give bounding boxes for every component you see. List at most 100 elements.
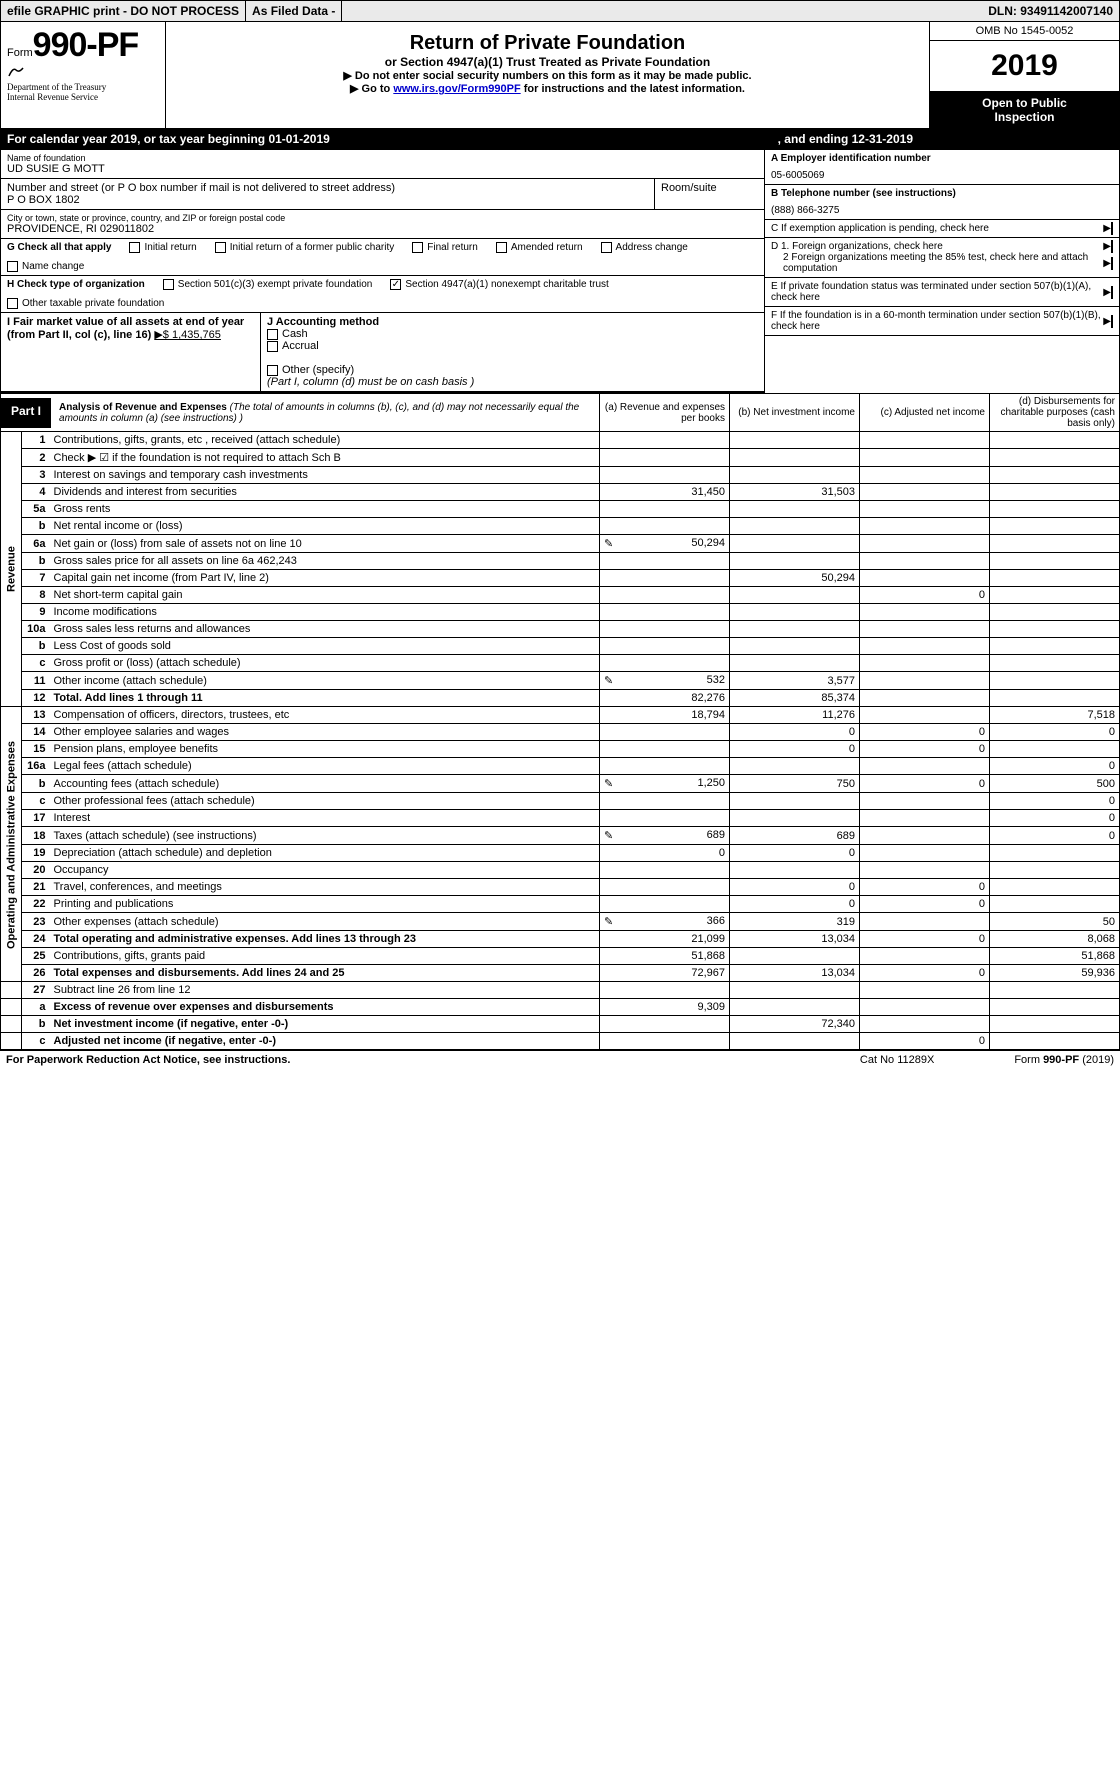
amount-cell: ✎50,294	[600, 535, 730, 553]
amount-cell	[990, 1033, 1120, 1050]
chk-cash[interactable]	[267, 329, 278, 340]
amount-cell	[990, 690, 1120, 707]
amount-cell	[600, 621, 730, 638]
amount-cell: 0	[730, 879, 860, 896]
instr-no-ssn: ▶ Do not enter social security numbers o…	[174, 69, 921, 82]
amount-cell	[860, 621, 990, 638]
line-number: 17	[22, 810, 50, 827]
top-bar: efile GRAPHIC print - DO NOT PROCESS As …	[0, 0, 1120, 22]
amount-cell	[600, 793, 730, 810]
amount-cell	[860, 793, 990, 810]
amount-cell: 7,518	[990, 707, 1120, 724]
line-number: 7	[22, 570, 50, 587]
line-description: Interest on savings and temporary cash i…	[50, 467, 600, 484]
amount-cell	[990, 535, 1120, 553]
chk-d1[interactable]	[1111, 240, 1113, 253]
line-number: 16a	[22, 758, 50, 775]
amount-cell	[730, 467, 860, 484]
chk-501c3[interactable]	[163, 279, 174, 290]
chk-4947a1[interactable]: ✓	[390, 279, 401, 290]
chk-accrual[interactable]	[267, 341, 278, 352]
amount-cell	[600, 982, 730, 999]
chk-f[interactable]	[1111, 315, 1113, 328]
line-description: Gross sales less returns and allowances	[50, 621, 600, 638]
amount-cell	[860, 501, 990, 518]
amount-cell	[990, 1016, 1120, 1033]
chk-name-change[interactable]	[7, 261, 18, 272]
line-description: Gross rents	[50, 501, 600, 518]
chk-e[interactable]	[1111, 286, 1113, 299]
amount-cell	[600, 432, 730, 449]
amount-cell: 0	[860, 879, 990, 896]
amount-cell	[990, 587, 1120, 604]
address: P O BOX 1802	[7, 194, 648, 206]
dept-line2: Internal Revenue Service	[7, 92, 159, 102]
amount-cell	[990, 672, 1120, 690]
form-title: Return of Private Foundation	[174, 32, 921, 55]
amount-cell	[600, 758, 730, 775]
amount-cell: ✎1,250	[600, 775, 730, 793]
irs-link[interactable]: www.irs.gov/Form990PF	[393, 83, 520, 95]
j-label: J Accounting method	[267, 316, 379, 328]
h-check-row: H Check type of organization Section 501…	[1, 276, 764, 313]
amount-cell	[860, 862, 990, 879]
line-number: 21	[22, 879, 50, 896]
amount-cell	[860, 810, 990, 827]
amount-cell	[860, 449, 990, 467]
amount-cell: 0	[990, 810, 1120, 827]
amount-cell: 0	[990, 758, 1120, 775]
amount-cell	[730, 758, 860, 775]
line-description: Other employee salaries and wages	[50, 724, 600, 741]
line-number: c	[22, 793, 50, 810]
amount-cell	[860, 535, 990, 553]
amount-cell	[990, 501, 1120, 518]
chk-final-return[interactable]	[412, 242, 423, 253]
amount-cell	[730, 862, 860, 879]
amount-cell	[600, 741, 730, 758]
part1-table: Part I Analysis of Revenue and Expenses …	[0, 393, 1120, 1050]
line-number: b	[22, 775, 50, 793]
line-number: 4	[22, 484, 50, 501]
amount-cell: 31,503	[730, 484, 860, 501]
phone-value: (888) 866-3275	[771, 199, 1113, 216]
chk-c-pending[interactable]	[1111, 222, 1113, 235]
amount-cell	[860, 690, 990, 707]
chk-initial-return[interactable]	[129, 242, 140, 253]
line-number: 27	[22, 982, 50, 999]
amount-cell	[860, 845, 990, 862]
chk-other-taxable[interactable]	[7, 298, 18, 309]
paperwork-notice: For Paperwork Reduction Act Notice, see …	[6, 1054, 290, 1066]
c-label: C If exemption application is pending, c…	[771, 223, 989, 234]
amount-cell: 0	[860, 896, 990, 913]
amount-cell	[600, 1016, 730, 1033]
line-number: 5a	[22, 501, 50, 518]
amount-cell: 21,099	[600, 931, 730, 948]
amount-cell: 72,967	[600, 965, 730, 982]
line-number: 13	[22, 707, 50, 724]
amount-cell	[600, 810, 730, 827]
line-number: 1	[22, 432, 50, 449]
foundation-name: UD SUSIE G MOTT	[7, 163, 758, 175]
treasury-icon	[7, 65, 25, 82]
chk-amended[interactable]	[496, 242, 507, 253]
amount-cell	[600, 553, 730, 570]
amount-cell	[860, 655, 990, 672]
line-description: Total expenses and disbursements. Add li…	[50, 965, 600, 982]
line-description: Excess of revenue over expenses and disb…	[50, 999, 600, 1016]
amount-cell: 13,034	[730, 965, 860, 982]
tax-year: 2019	[930, 41, 1119, 92]
chk-address-change[interactable]	[601, 242, 612, 253]
foundation-name-label: Name of foundation	[7, 153, 758, 163]
line-description: Legal fees (attach schedule)	[50, 758, 600, 775]
line-description: Depreciation (attach schedule) and deple…	[50, 845, 600, 862]
as-filed: As Filed Data -	[246, 1, 342, 21]
amount-cell: 31,450	[600, 484, 730, 501]
line-description: Total. Add lines 1 through 11	[50, 690, 600, 707]
line-number: 2	[22, 449, 50, 467]
chk-d2[interactable]	[1111, 257, 1113, 270]
amount-cell: 51,868	[990, 948, 1120, 965]
chk-other-method[interactable]	[267, 365, 278, 376]
form-subtitle: or Section 4947(a)(1) Trust Treated as P…	[174, 55, 921, 69]
chk-initial-former[interactable]	[215, 242, 226, 253]
line-description: Occupancy	[50, 862, 600, 879]
